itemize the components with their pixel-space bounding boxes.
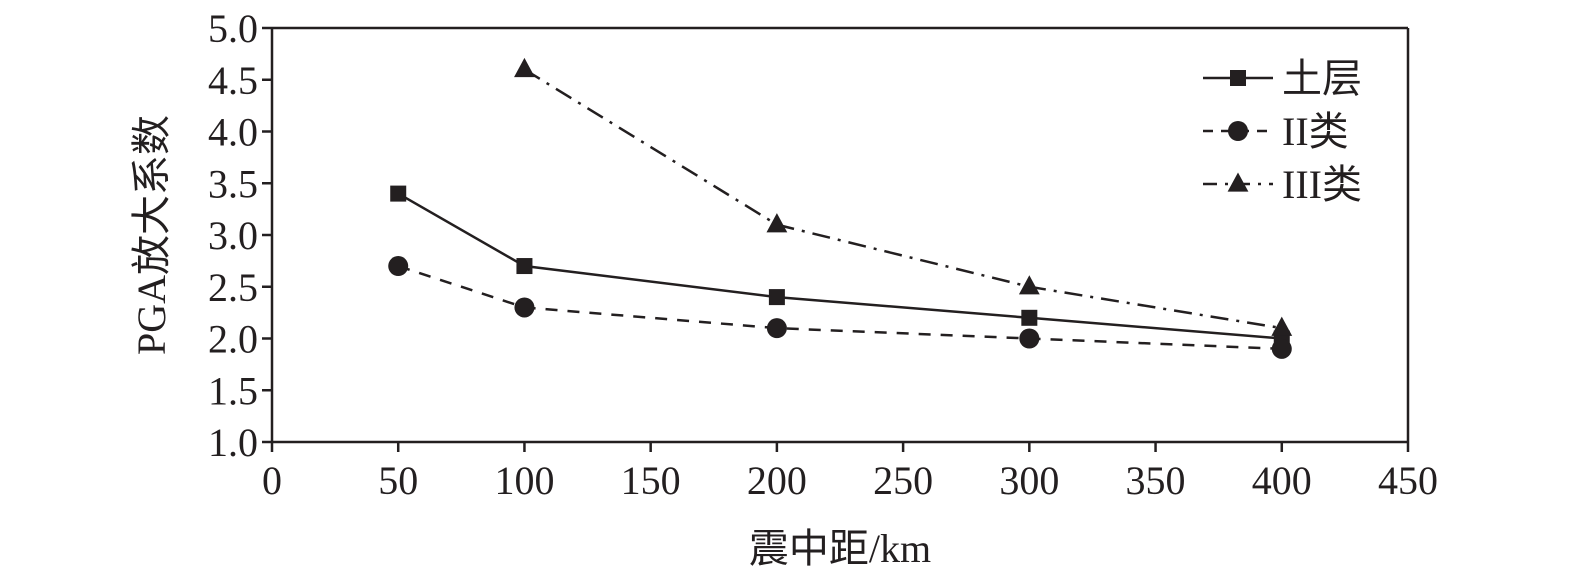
- y-tick-label: 4.5: [208, 58, 258, 103]
- y-tick-label: 5.0: [208, 6, 258, 51]
- data-point: [1019, 328, 1040, 349]
- data-point: [766, 318, 787, 339]
- axes: 1.0 1.5 2.0 2.5 3.0 3.5 4.0 4.5 5.0 0 50 100 150 200 2…: [208, 6, 1438, 503]
- legend-marker: [1227, 172, 1249, 192]
- series-line-1: [397, 264, 1282, 351]
- legend: 土层 II类 III类: [1203, 56, 1362, 207]
- data-point: [768, 289, 785, 306]
- y-tick-label: 1.5: [208, 368, 258, 413]
- x-tick-label: 400: [1252, 458, 1312, 503]
- x-tick-label: 100: [494, 458, 554, 503]
- legend-entry-label: III类: [1282, 162, 1362, 207]
- data-point: [388, 256, 409, 277]
- x-tick-label: 300: [999, 458, 1059, 503]
- x-tick-label: 200: [747, 458, 807, 503]
- data-point: [1021, 309, 1038, 326]
- x-tick-label: 450: [1378, 458, 1438, 503]
- legend-entry-label: 土层: [1282, 56, 1362, 101]
- data-point: [514, 57, 535, 78]
- legend-marker: [1230, 70, 1246, 86]
- x-tick-label: 250: [873, 458, 933, 503]
- data-point: [766, 213, 788, 233]
- data-point: [390, 185, 407, 202]
- series-line-2: [523, 68, 1282, 330]
- x-tick-label: 0: [262, 458, 282, 503]
- data-point: [1018, 275, 1040, 295]
- y-tick-label: 1.0: [208, 420, 258, 465]
- legend-marker: [1228, 121, 1248, 141]
- y-tick-label: 2.5: [208, 265, 258, 310]
- legend-entry-label: II类: [1282, 109, 1349, 154]
- plot-area: [388, 57, 1293, 359]
- y-tick-label: 4.0: [208, 110, 258, 155]
- data-point: [1271, 316, 1293, 336]
- y-tick-label: 3.5: [208, 161, 258, 206]
- x-axis-title: 震中距/km: [749, 526, 931, 571]
- data-point: [514, 297, 535, 318]
- x-tick-label: 50: [378, 458, 418, 503]
- y-axis-title: PGA放大系数: [129, 115, 174, 355]
- data-point: [516, 258, 533, 275]
- x-tick-label: 350: [1126, 458, 1186, 503]
- data-point: [1271, 338, 1292, 359]
- y-tick-label: 3.0: [208, 213, 258, 258]
- x-tick-label: 150: [621, 458, 681, 503]
- y-tick-label: 2.0: [208, 317, 258, 362]
